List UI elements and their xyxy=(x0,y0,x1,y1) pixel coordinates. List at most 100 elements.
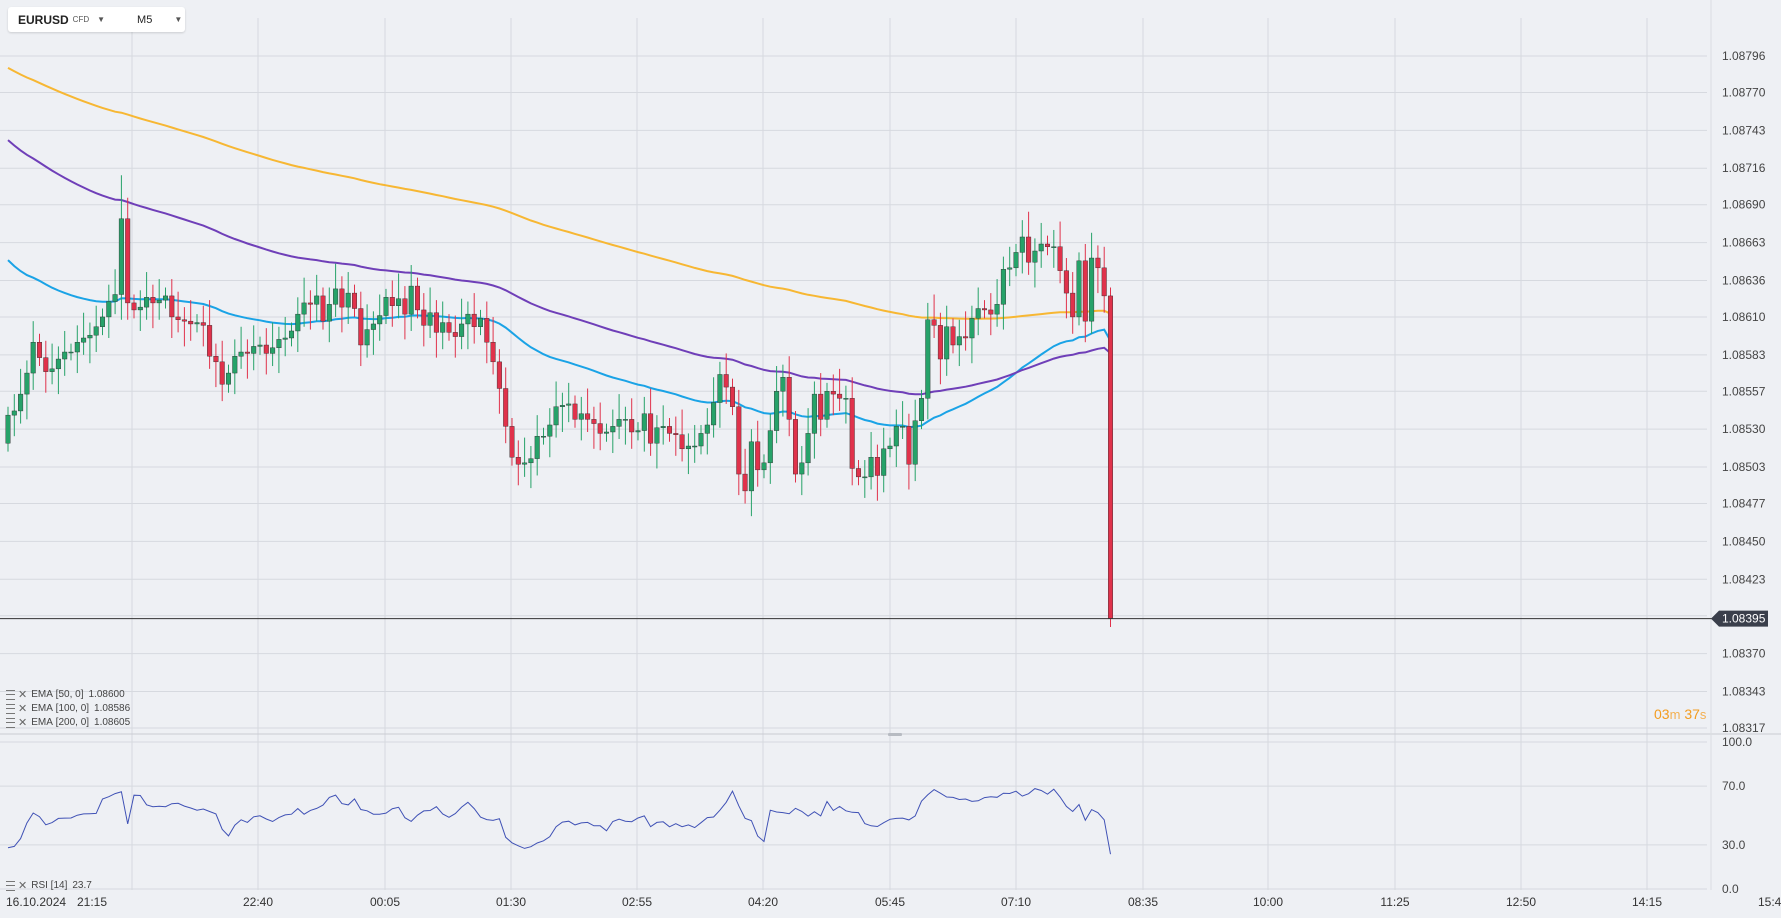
bullish-candle xyxy=(225,372,231,385)
bullish-candle xyxy=(465,313,471,325)
bearish-candle xyxy=(597,423,603,434)
price-axis-label: 1.08503 xyxy=(1722,460,1766,474)
bearish-candle xyxy=(937,325,943,360)
price-axis: 1.08796 1.08770 1.08743 1.08716 1.08690 1.086… xyxy=(0,49,1768,735)
symbol-selector[interactable]: EURUSD CFD ▼ xyxy=(8,13,105,27)
bullish-candle xyxy=(534,435,540,459)
bullish-candle xyxy=(377,315,383,325)
bearish-candle xyxy=(471,313,477,327)
bullish-candle xyxy=(295,313,301,332)
bullish-candle xyxy=(396,298,402,306)
time-axis-label: 11:25 xyxy=(1380,895,1409,909)
close-icon[interactable]: ✕ xyxy=(18,703,28,715)
bearish-candle xyxy=(213,356,219,363)
indicator-params: [14] xyxy=(50,880,68,891)
bullish-candle xyxy=(81,337,87,343)
bullish-candle xyxy=(616,419,622,427)
bullish-candle xyxy=(919,398,925,421)
bullish-candle xyxy=(805,433,811,464)
bullish-candle xyxy=(1076,260,1082,318)
symbol-toolbar: EURUSD CFD ▼ M5 ▼ xyxy=(8,7,185,32)
bearish-candle xyxy=(244,351,250,354)
bullish-candle xyxy=(969,318,975,339)
bearish-candle xyxy=(830,391,836,395)
settings-icon[interactable] xyxy=(6,717,15,728)
price-axis-label: 1.08770 xyxy=(1722,85,1766,99)
candle-countdown: 03m 37s xyxy=(1654,706,1706,722)
bullish-candle xyxy=(276,339,282,349)
bullish-candle xyxy=(654,427,660,444)
bearish-candle xyxy=(591,419,597,424)
close-icon[interactable]: ✕ xyxy=(18,689,28,701)
rsi-axis-label: 100.0 xyxy=(1722,735,1752,749)
bullish-candle xyxy=(541,435,547,438)
bullish-candle xyxy=(1007,267,1013,270)
bearish-candle xyxy=(786,377,792,420)
time-axis-label: 16.10.2024 xyxy=(6,895,66,909)
indicator-label: EMA xyxy=(31,717,53,728)
settings-icon[interactable] xyxy=(6,689,15,700)
bullish-candle xyxy=(1032,250,1038,263)
indicator-value: 1.08586 xyxy=(94,703,131,714)
bearish-candle xyxy=(1107,295,1113,619)
time-axis-label: 04:20 xyxy=(748,895,778,909)
symbol-type: CFD xyxy=(72,15,90,24)
ema-100-legend: ✕ EMA [100, 0] 1.08586 xyxy=(6,702,130,715)
bearish-candle xyxy=(1044,243,1050,247)
bearish-candle xyxy=(673,433,679,435)
symbol-name: EURUSD xyxy=(18,12,69,27)
bearish-candle xyxy=(175,316,181,320)
bullish-candle xyxy=(87,334,93,339)
bearish-candle xyxy=(150,297,156,304)
rsi-axis-label: 0.0 xyxy=(1722,882,1739,896)
bullish-candle xyxy=(717,374,723,403)
bullish-candle xyxy=(881,448,887,476)
indicator-params: [200, 0] xyxy=(55,717,90,728)
bearish-candle xyxy=(484,318,490,343)
time-axis-label: 05:45 xyxy=(875,895,905,909)
time-axis: 16.10.2024 21:15 22:40 00:05 01:30 02:55 04:20… xyxy=(6,895,1781,909)
bullish-candle xyxy=(162,295,168,301)
price-axis-label: 1.08477 xyxy=(1722,497,1766,511)
bullish-candle xyxy=(698,433,704,447)
bearish-candle xyxy=(1063,270,1069,294)
bearish-candle xyxy=(43,357,49,372)
ema-200-line xyxy=(7,67,1111,320)
bullish-candle xyxy=(925,319,931,399)
bullish-candle xyxy=(944,326,950,360)
countdown-s: s xyxy=(1699,707,1707,722)
bullish-candle xyxy=(994,304,1000,315)
price-axis-label: 1.08530 xyxy=(1722,422,1766,436)
bullish-candle xyxy=(610,426,616,433)
settings-icon[interactable] xyxy=(6,880,15,891)
timeframe-selector[interactable]: M5 ▼ xyxy=(137,14,182,26)
close-icon[interactable]: ✕ xyxy=(18,880,28,892)
bearish-candle xyxy=(207,325,213,357)
bullish-candle xyxy=(238,351,244,357)
bearish-candle xyxy=(352,292,358,309)
bearish-candle xyxy=(433,312,439,333)
bullish-candle xyxy=(811,393,817,434)
rsi-panel: 100.0 70.0 30.0 0.0 xyxy=(0,735,1752,896)
bullish-candle xyxy=(345,292,351,308)
bullish-candle xyxy=(975,308,981,319)
indicator-params: [50, 0] xyxy=(55,689,84,700)
bearish-candle xyxy=(874,457,880,476)
time-axis-label: 07:10 xyxy=(1001,895,1031,909)
price-axis-label: 1.08796 xyxy=(1722,49,1766,63)
bullish-candle xyxy=(194,322,200,325)
bullish-candle xyxy=(408,285,414,315)
price-axis-label: 1.08743 xyxy=(1722,123,1766,137)
close-icon[interactable]: ✕ xyxy=(18,717,28,729)
bearish-candle xyxy=(818,393,824,420)
ema-50-line xyxy=(7,259,1112,429)
bearish-candle xyxy=(1082,260,1088,322)
bearish-candle xyxy=(742,473,748,492)
settings-icon[interactable] xyxy=(6,703,15,714)
bullish-candle xyxy=(566,403,572,406)
ema-200-legend: ✕ EMA [200, 0] 1.08605 xyxy=(6,716,130,729)
time-axis-label: 14:15 xyxy=(1632,895,1662,909)
bullish-candle xyxy=(761,462,767,471)
indicator-label: EMA xyxy=(31,703,53,714)
